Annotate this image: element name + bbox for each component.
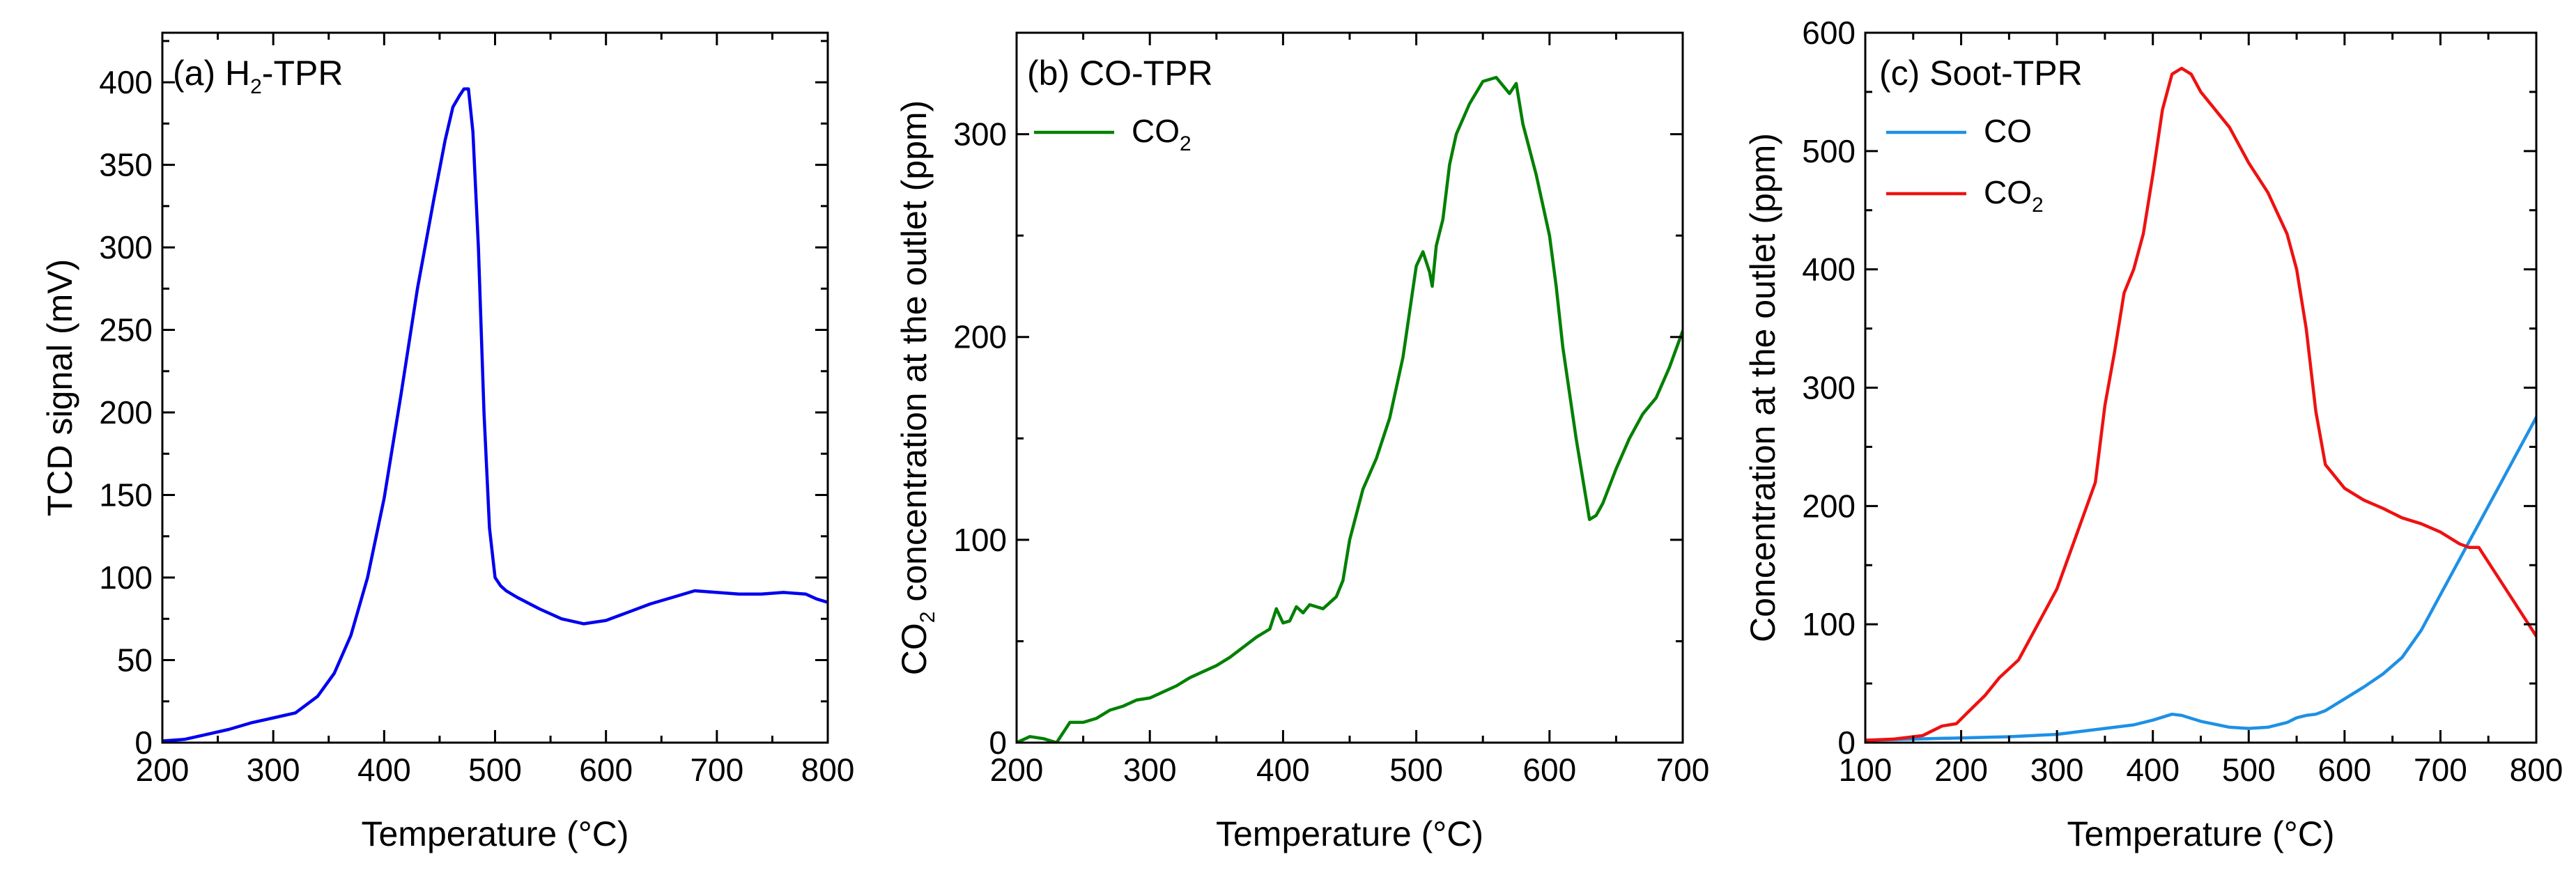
- y-tick-label: 500: [1802, 133, 1856, 169]
- plot-frame: [1015, 31, 1684, 744]
- y-tick-label: 100: [99, 559, 153, 596]
- series-line-h2-consumption: [162, 87, 828, 743]
- x-tick-label: 800: [801, 752, 855, 788]
- legend-label: CO2: [1132, 113, 1191, 155]
- y-tick-label: 50: [117, 642, 153, 679]
- x-tick-label: 400: [2126, 752, 2180, 788]
- y-tick-label: 400: [99, 64, 153, 100]
- x-tick-label: 500: [1389, 752, 1443, 788]
- y-axis-title: CO2 concentration at the outlet (ppm): [895, 100, 939, 675]
- x-axis-title: Temperature (°C): [1216, 814, 1483, 853]
- panel-title: (b) CO-TPR: [1027, 54, 1213, 93]
- x-tick-label: 600: [2317, 752, 2371, 788]
- x-tick-label: 300: [2030, 752, 2084, 788]
- chart-panel-1: 200 300 400 500 600 700 800 0 50 100 150 200 250 300 3…: [40, 31, 855, 853]
- chart-panel-3: 100 200 300 400 500 600 700 8000100200300400500…: [1743, 15, 2563, 853]
- y-tick-label: 100: [1802, 606, 1856, 642]
- chart-panel-2: 200 300 400 500 600 700 0 100 200 300 Temperature …: [895, 31, 1710, 853]
- y-tick-label: 600: [1802, 15, 1856, 51]
- y-tick-label: 0: [1837, 725, 1856, 761]
- x-axis-title: Temperature (°C): [362, 814, 629, 853]
- y-tick-label: 300: [1802, 370, 1856, 406]
- x-tick-label: 700: [690, 752, 743, 788]
- x-tick-label: 500: [468, 752, 522, 788]
- x-tick-label: 300: [247, 752, 300, 788]
- y-tick-label: 100: [953, 522, 1007, 558]
- panel-title: (c) Soot-TPR: [1879, 54, 2083, 93]
- x-tick-label: 400: [357, 752, 411, 788]
- x-tick-label: 100: [1839, 752, 1892, 788]
- x-tick-label: 700: [2414, 752, 2467, 788]
- y-tick-label: 200: [1802, 488, 1856, 524]
- legend-label: CO2: [1984, 174, 2044, 217]
- x-tick-label: 400: [1256, 752, 1310, 788]
- panel-title: (a) H2-TPR: [173, 54, 343, 98]
- y-tick-label: 200: [99, 394, 153, 431]
- y-tick-label: 250: [99, 312, 153, 348]
- y-tick-label: 350: [99, 147, 153, 183]
- x-tick-label: 200: [136, 752, 190, 788]
- x-tick-label: 600: [1522, 752, 1576, 788]
- x-tick-label: 300: [1123, 752, 1177, 788]
- y-tick-label: 300: [953, 116, 1007, 153]
- series-line-co2: [1865, 66, 2536, 742]
- y-axis-title: TCD signal (mV): [40, 259, 79, 516]
- y-tick-label: 150: [99, 477, 153, 513]
- plot-frame: [161, 31, 829, 744]
- x-tick-label: 800: [2510, 752, 2563, 788]
- x-tick-label: 500: [2222, 752, 2276, 788]
- y-tick-label: 0: [989, 725, 1007, 761]
- plot-frame: [1864, 31, 2538, 744]
- series-line-co2: [1017, 75, 1683, 743]
- y-axis-title: Concentration at the outlet (ppm): [1743, 133, 1782, 642]
- x-tick-label: 200: [1934, 752, 1988, 788]
- x-tick-label: 600: [579, 752, 633, 788]
- series-line-co: [1865, 415, 2536, 742]
- y-tick-label: 200: [953, 319, 1007, 355]
- legend-label: CO: [1984, 113, 2032, 149]
- y-tick-label: 300: [99, 229, 153, 265]
- y-tick-label: 0: [134, 725, 153, 761]
- x-tick-label: 700: [1656, 752, 1710, 788]
- x-tick-label: 200: [990, 752, 1044, 788]
- y-tick-label: 400: [1802, 251, 1856, 288]
- x-axis-title: Temperature (°C): [2067, 814, 2335, 853]
